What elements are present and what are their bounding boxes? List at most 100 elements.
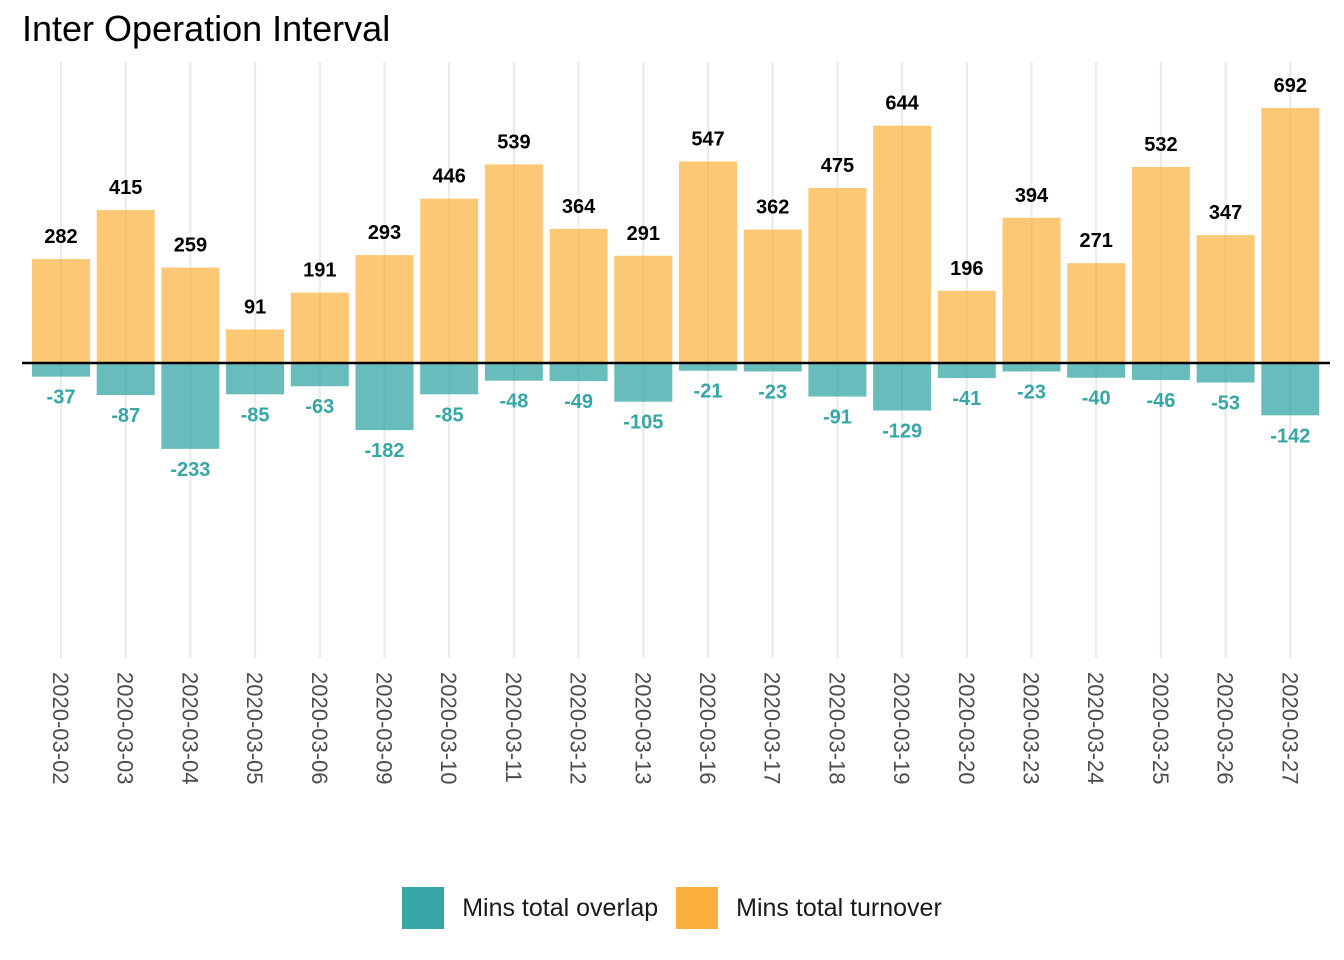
overlap-data-label: -91: [823, 407, 852, 429]
overlap-data-label: -142: [1270, 425, 1310, 447]
overlap-bar: [1131, 363, 1190, 380]
turnover-bar: [1196, 235, 1255, 363]
turnover-data-label: 91: [244, 296, 266, 318]
turnover-data-label: 271: [1080, 230, 1113, 252]
turnover-bar: [808, 187, 867, 363]
overlap-bar: [1067, 363, 1126, 378]
overlap-data-label: -233: [170, 459, 210, 481]
overlap-data-label: -46: [1146, 390, 1175, 412]
overlap-bar: [1002, 363, 1061, 372]
overlap-data-label: -23: [1017, 381, 1046, 403]
legend-item-overlap: Mins total overlap: [402, 887, 658, 929]
overlap-data-label: -49: [564, 391, 593, 413]
turnover-bar: [1067, 263, 1126, 363]
x-tick-label: 2020-03-24: [1083, 672, 1108, 785]
turnover-data-label: 364: [562, 196, 596, 218]
overlap-bar: [1261, 363, 1320, 416]
turnover-bar: [873, 125, 932, 363]
x-tick-label: 2020-03-04: [177, 672, 202, 785]
turnover-bar: [937, 290, 996, 363]
turnover-bar: [1131, 166, 1190, 363]
overlap-bar: [32, 363, 90, 377]
overlap-bar: [679, 363, 737, 371]
overlap-data-label: -87: [111, 405, 140, 427]
overlap-data-label: -40: [1082, 388, 1111, 410]
x-tick-label: 2020-03-11: [501, 672, 526, 783]
turnover-bar: [679, 161, 737, 363]
overlap-bar: [96, 363, 155, 396]
x-tick-label: 2020-03-23: [1019, 672, 1044, 785]
turnover-bar: [420, 198, 479, 363]
x-tick-label: 2020-03-26: [1213, 672, 1238, 785]
overlap-data-label: -41: [952, 388, 981, 410]
x-tick-label: 2020-03-20: [954, 672, 979, 785]
overlap-bar: [937, 363, 996, 379]
turnover-bar: [1002, 217, 1061, 363]
turnover-bar: [743, 229, 802, 363]
chart-title: Inter Operation Interval: [22, 8, 391, 49]
overlap-data-label: -23: [758, 381, 787, 403]
overlap-data-label: -53: [1211, 393, 1240, 415]
x-tick-label: 2020-03-10: [436, 672, 461, 785]
overlap-data-label: -63: [305, 396, 334, 418]
legend-swatch-turnover: [676, 887, 719, 929]
turnover-data-label: 259: [174, 235, 207, 257]
overlap-bar: [873, 363, 932, 411]
overlap-bar: [161, 363, 220, 449]
turnover-data-label: 539: [497, 131, 530, 153]
overlap-bar: [484, 363, 543, 381]
x-tick-label: 2020-03-09: [372, 672, 397, 785]
turnover-bar: [614, 255, 673, 363]
turnover-data-label: 394: [1015, 185, 1049, 207]
turnover-bar: [161, 267, 220, 363]
turnover-data-label: 446: [433, 166, 466, 188]
x-tick-label: 2020-03-27: [1277, 672, 1302, 785]
legend-label-turnover: Mins total turnover: [736, 893, 942, 922]
overlap-data-label: -85: [435, 404, 464, 426]
legend-label-overlap: Mins total overlap: [462, 893, 659, 922]
x-tick-label: 2020-03-03: [113, 672, 138, 785]
x-tick-label: 2020-03-05: [242, 672, 267, 785]
x-tick-label: 2020-03-13: [630, 672, 655, 785]
x-tick-label: 2020-03-06: [307, 672, 332, 785]
overlap-bar: [420, 363, 479, 395]
overlap-data-label: -21: [694, 381, 723, 403]
overlap-data-label: -129: [882, 421, 922, 443]
turnover-bar: [32, 259, 90, 363]
overlap-data-label: -85: [241, 404, 270, 426]
turnover-bar: [1261, 107, 1320, 363]
overlap-data-label: -48: [499, 391, 528, 413]
x-tick-label: 2020-03-17: [760, 672, 785, 785]
turnover-data-label: 692: [1274, 75, 1307, 97]
overlap-bar: [226, 363, 285, 395]
turnover-bar: [96, 210, 155, 363]
turnover-bar: [355, 255, 414, 363]
turnover-data-label: 347: [1209, 202, 1242, 224]
overlap-data-label: -105: [623, 412, 663, 434]
turnover-data-label: 475: [821, 155, 854, 177]
overlap-bar: [549, 363, 608, 382]
x-tick-label: 2020-03-02: [48, 672, 73, 785]
overlap-data-label: -182: [364, 440, 404, 462]
overlap-bar: [1196, 363, 1255, 383]
legend: Mins total overlap Mins total turnover: [0, 886, 1344, 930]
turnover-data-label: 362: [756, 197, 789, 219]
turnover-bar: [226, 329, 285, 363]
x-tick-label: 2020-03-18: [824, 672, 849, 785]
x-tick-label: 2020-03-25: [1148, 672, 1173, 785]
overlap-bar: [808, 363, 867, 397]
turnover-data-label: 291: [627, 223, 660, 245]
legend-swatch-overlap: [402, 887, 445, 929]
overlap-bar: [743, 363, 802, 372]
turnover-data-label: 532: [1144, 134, 1177, 156]
turnover-bar: [549, 228, 608, 363]
turnover-data-label: 293: [368, 222, 401, 244]
turnover-data-label: 644: [885, 93, 919, 115]
x-tick-label: 2020-03-12: [566, 672, 591, 785]
x-tick-label: 2020-03-19: [889, 672, 914, 785]
turnover-data-label: 547: [691, 128, 724, 150]
turnover-data-label: 282: [44, 226, 77, 248]
overlap-bar: [614, 363, 673, 402]
overlap-bar: [355, 363, 414, 431]
turnover-data-label: 191: [303, 260, 336, 282]
